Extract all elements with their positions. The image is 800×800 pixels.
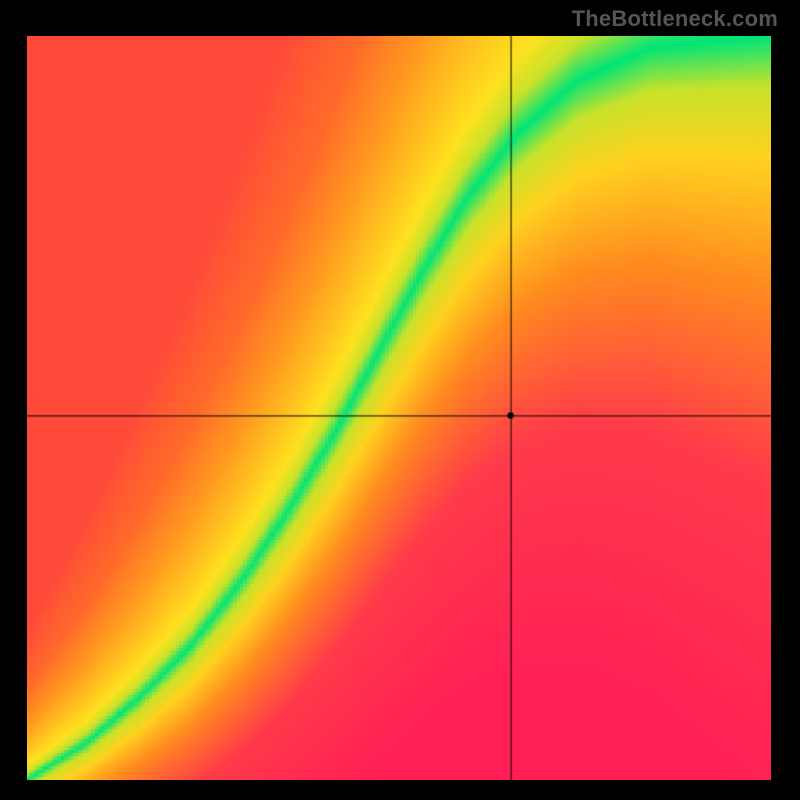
bottleneck-heatmap xyxy=(27,36,771,780)
chart-container: TheBottleneck.com xyxy=(0,0,800,800)
watermark-label: TheBottleneck.com xyxy=(572,6,778,32)
